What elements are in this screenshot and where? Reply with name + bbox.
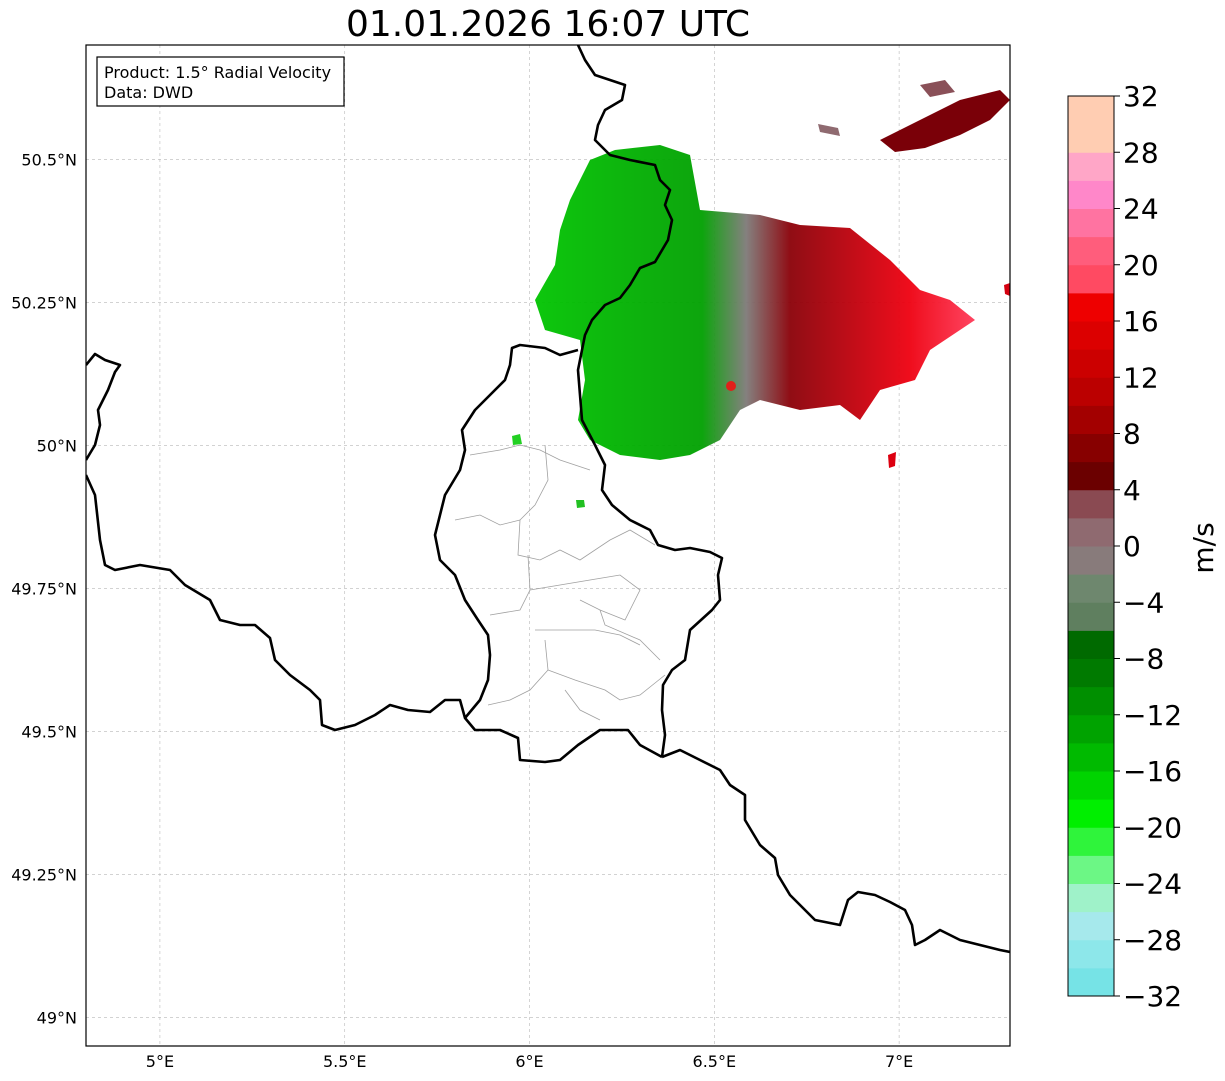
latitude-ticks: 50.5°N 50.25°N 50°N 49.75°N 49.5°N 49.25°N 49°… <box>11 150 77 1027</box>
colorbar-tick-label: 24 <box>1123 193 1159 226</box>
echo-northeast-band <box>880 90 1010 152</box>
colorbar-segment <box>1068 799 1114 828</box>
colorbar-segment <box>1068 461 1114 491</box>
lon-tick-label: 6°E <box>515 1052 543 1071</box>
colorbar-tick-label: 12 <box>1123 361 1159 394</box>
colorbar-segment <box>1068 433 1114 463</box>
colorbar-segment <box>1068 236 1114 266</box>
colorbar-segment <box>1068 377 1114 406</box>
colorbar-tick-label: 4 <box>1123 474 1141 507</box>
colorbar-tick-label: −24 <box>1123 868 1182 901</box>
colorbar-segment <box>1068 208 1114 238</box>
colorbar-segment <box>1068 967 1114 997</box>
colorbar-segment <box>1068 180 1114 209</box>
colorbar-segment <box>1068 771 1114 800</box>
colorbar-tick-label: −8 <box>1123 643 1164 676</box>
radar-echoes <box>512 80 1010 508</box>
border-france-belgium-north <box>86 352 122 461</box>
colorbar-segment <box>1068 264 1114 294</box>
colorbar-tick-label: −12 <box>1123 699 1182 732</box>
colorbar-tick-label: −4 <box>1123 586 1164 619</box>
colorbar-tick-label: 28 <box>1123 136 1159 169</box>
lat-tick-label: 50°N <box>37 436 77 455</box>
colorbar-segment <box>1068 686 1114 716</box>
colorbar-segment <box>1068 574 1114 603</box>
info-box: Product: 1.5° Radial Velocity Data: DWD <box>96 56 345 107</box>
lat-tick-label: 49.75°N <box>11 579 77 598</box>
lat-tick-label: 50.5°N <box>21 150 77 169</box>
velocity-echo-main <box>535 145 975 460</box>
lat-tick-label: 49°N <box>37 1008 77 1027</box>
longitude-ticks: 5°E 5.5°E 6°E 6.5°E 7°E <box>146 1052 913 1071</box>
border-luxembourg <box>86 474 663 764</box>
colorbar-segment <box>1068 714 1114 744</box>
colorbar: 32 28 24 20 16 12 8 4 0 −4 −8 −12 −16 −20 −24 −28 −32 <box>1067 80 1182 1013</box>
echo-gray-fragment <box>818 124 840 136</box>
colorbar-segment <box>1068 827 1114 856</box>
colorbar-segment <box>1068 517 1114 547</box>
colorbar-tick-label: −28 <box>1123 924 1182 957</box>
colorbar-unit-label: m/s <box>1187 522 1220 573</box>
colorbar-segment <box>1068 489 1114 519</box>
echo-red-fragment-2 <box>888 452 896 468</box>
lon-tick-label: 6.5°E <box>693 1052 737 1071</box>
echo-northeast-fragment <box>920 80 955 97</box>
colorbar-tick-label: −20 <box>1123 811 1182 844</box>
colorbar-tick-label: 32 <box>1123 80 1159 113</box>
border-germany-west <box>576 45 724 758</box>
colorbar-segment <box>1068 349 1114 378</box>
colorbar-tick-label: 16 <box>1123 305 1159 338</box>
echo-green-fragment-2 <box>576 500 585 508</box>
lat-tick-label: 50.25°N <box>11 293 77 312</box>
lat-tick-label: 49.25°N <box>11 865 77 884</box>
colorbar-tick-label: 20 <box>1123 249 1159 282</box>
border-germany-south <box>661 748 1010 954</box>
colorbar-segment <box>1068 546 1114 575</box>
colorbar-segment <box>1068 658 1114 688</box>
colorbar-segment <box>1068 883 1114 913</box>
colorbar-segment <box>1068 292 1114 322</box>
admin-borders <box>454 444 666 721</box>
colorbar-segment <box>1068 855 1114 884</box>
graticule <box>86 45 1010 1046</box>
lon-tick-label: 5°E <box>146 1052 174 1071</box>
colorbar-segment <box>1068 321 1114 350</box>
colorbar-segment <box>1068 742 1114 772</box>
lon-tick-label: 7°E <box>885 1052 913 1071</box>
map-title: 01.01.2026 16:07 UTC <box>345 4 751 45</box>
lat-tick-label: 49.5°N <box>21 722 77 741</box>
map-frame <box>85 44 1011 1047</box>
colorbar-segment <box>1068 124 1114 153</box>
border-belgium-luxembourg <box>433 343 579 719</box>
info-source: Data: DWD <box>104 83 193 102</box>
colorbar-tick-label: 8 <box>1123 418 1141 451</box>
colorbar-segment <box>1068 602 1114 631</box>
colorbar-tick-label: −16 <box>1123 755 1182 788</box>
colorbar-tick-label: 0 <box>1123 530 1141 563</box>
colorbar-tick-label: −32 <box>1123 980 1182 1013</box>
info-product: Product: 1.5° Radial Velocity <box>104 63 331 82</box>
echo-green-fragment <box>512 434 522 445</box>
echo-red-fragment <box>1004 283 1010 296</box>
colorbar-segment <box>1068 405 1114 434</box>
national-borders <box>86 45 1010 954</box>
lon-tick-label: 5.5°E <box>323 1052 367 1071</box>
radar-site-marker <box>726 381 736 391</box>
colorbar-segment <box>1068 630 1114 659</box>
colorbar-segment <box>1068 911 1114 941</box>
colorbar-segment <box>1068 96 1114 125</box>
colorbar-segment <box>1068 939 1114 969</box>
colorbar-segment <box>1068 152 1114 181</box>
